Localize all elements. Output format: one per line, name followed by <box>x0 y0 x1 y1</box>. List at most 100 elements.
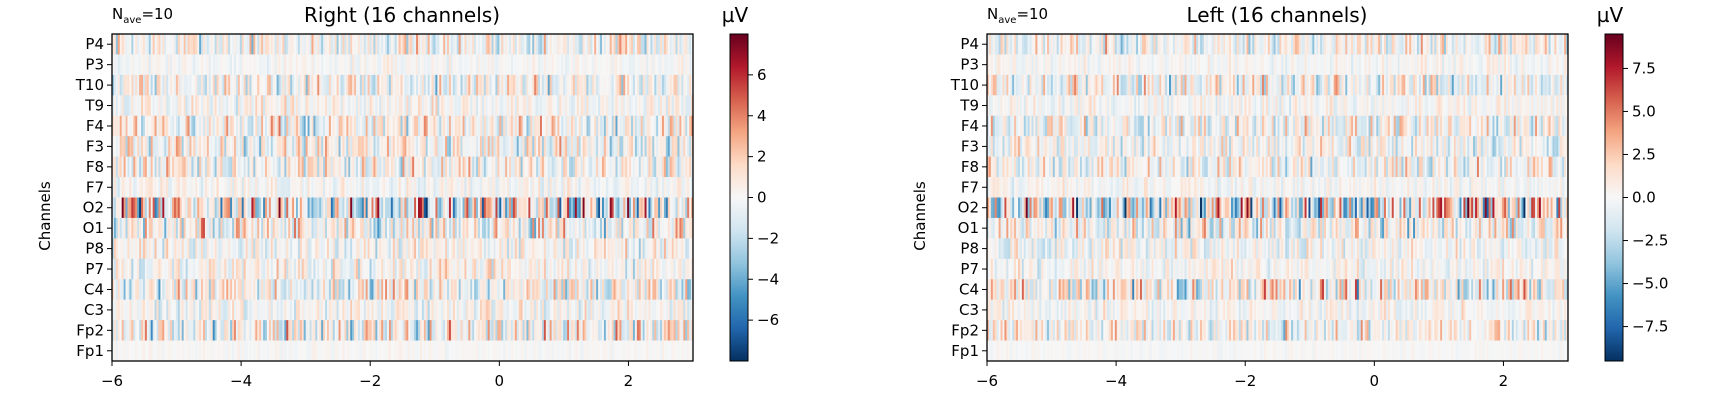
heatmap-cell <box>522 320 525 341</box>
heatmap-cell <box>309 54 312 76</box>
heatmap-cell <box>479 95 483 117</box>
heatmap-cell <box>416 258 419 280</box>
heatmap-cell <box>172 177 175 198</box>
heatmap-cell <box>379 115 382 137</box>
heatmap-cell <box>543 238 547 260</box>
heatmap-cell <box>251 340 254 362</box>
heatmap-cell <box>328 156 332 178</box>
heatmap-cell <box>340 299 343 321</box>
heatmap-cell <box>441 95 444 117</box>
heatmap-cell <box>383 177 386 198</box>
heatmap-cell <box>268 34 272 55</box>
heatmap-cell <box>611 320 614 341</box>
heatmap-cell <box>524 217 527 239</box>
heatmap-cell <box>452 34 456 55</box>
heatmap-cell <box>367 115 370 137</box>
heatmap-cell <box>121 299 125 321</box>
heatmap-cell <box>417 34 421 55</box>
heatmap-cell <box>361 136 365 158</box>
heatmap-cell <box>421 156 425 178</box>
heatmap-cell <box>514 54 518 76</box>
heatmap-cell <box>235 177 239 198</box>
heatmap-cell <box>412 74 415 96</box>
heatmap-cell <box>319 74 322 96</box>
heatmap-cell <box>247 299 250 321</box>
heatmap-cell <box>412 238 415 260</box>
heatmap-cell <box>332 258 336 280</box>
heatmap-cell <box>230 136 233 158</box>
heatmap-cell <box>536 95 539 117</box>
heatmap-cell <box>584 320 587 341</box>
heatmap-cell <box>172 258 175 280</box>
heatmap-cell <box>388 340 392 362</box>
x-tick-label: −4 <box>230 372 252 390</box>
heatmap-cell <box>683 340 686 362</box>
heatmap-cell <box>540 136 543 158</box>
heatmap-cell <box>177 279 181 301</box>
heatmap-cell <box>588 238 591 260</box>
heatmap-cell <box>582 115 585 137</box>
heatmap-cell <box>325 258 328 280</box>
heatmap-cell <box>177 340 181 362</box>
heatmap-cell <box>193 54 196 76</box>
heatmap-cell <box>1159 34 1162 55</box>
heatmap-cell <box>547 74 551 96</box>
heatmap-cell <box>261 156 264 178</box>
heatmap-cell <box>412 258 415 280</box>
heatmap-cell <box>503 156 506 178</box>
heatmap-cell <box>640 320 644 341</box>
heatmap-cell <box>540 340 543 362</box>
heatmap-cell <box>617 299 620 321</box>
heatmap-cell <box>476 74 479 96</box>
heatmap-cell <box>629 238 632 260</box>
heatmap-cell <box>148 197 152 219</box>
heatmap-cell <box>404 177 407 198</box>
heatmap-cell <box>173 115 177 137</box>
heatmap-cell <box>257 34 260 55</box>
heatmap-cell <box>317 54 320 76</box>
heatmap-cell <box>499 177 502 198</box>
heatmap-cell <box>526 238 529 260</box>
heatmap-cell <box>365 115 369 137</box>
heatmap-cell <box>417 320 421 341</box>
heatmap-cell <box>201 258 204 280</box>
heatmap-cell <box>600 258 603 280</box>
heatmap-cell <box>129 197 132 219</box>
heatmap-cell <box>570 279 574 301</box>
heatmap-cell <box>570 340 574 362</box>
heatmap-cell <box>416 299 419 321</box>
heatmap-cell <box>323 320 326 341</box>
heatmap-cell <box>348 54 351 76</box>
heatmap-cell <box>234 197 237 219</box>
heatmap-cell <box>350 258 353 280</box>
heatmap-cell <box>609 74 613 96</box>
heatmap-cell <box>402 136 405 158</box>
heatmap-cell <box>447 238 450 260</box>
heatmap-cell <box>154 177 157 198</box>
heatmap-cell <box>460 115 463 137</box>
heatmap-cell <box>354 258 357 280</box>
heatmap-cell <box>1151 34 1154 55</box>
heatmap-cell <box>280 177 283 198</box>
heatmap-cell <box>253 299 256 321</box>
heatmap-cell <box>249 115 252 137</box>
heatmap-cell <box>317 115 320 137</box>
heatmap-cell <box>516 320 520 341</box>
heatmap-cell <box>665 95 669 117</box>
heatmap-cell <box>491 54 494 76</box>
heatmap-cell <box>187 74 190 96</box>
heatmap-cell <box>245 279 248 301</box>
channel-label-f8: F8 <box>86 158 104 176</box>
heatmap-cell <box>179 115 183 137</box>
heatmap-cell <box>479 320 483 341</box>
heatmap-cell <box>607 258 611 280</box>
heatmap-cell <box>408 95 411 117</box>
heatmap-cell <box>439 279 442 301</box>
heatmap-cell <box>520 279 523 301</box>
heatmap-cell <box>206 136 210 158</box>
heatmap-cell <box>632 177 636 198</box>
heatmap-cell <box>305 115 309 137</box>
heatmap-cell <box>456 299 460 321</box>
heatmap-cell <box>677 197 680 219</box>
heatmap-cell <box>650 115 653 137</box>
